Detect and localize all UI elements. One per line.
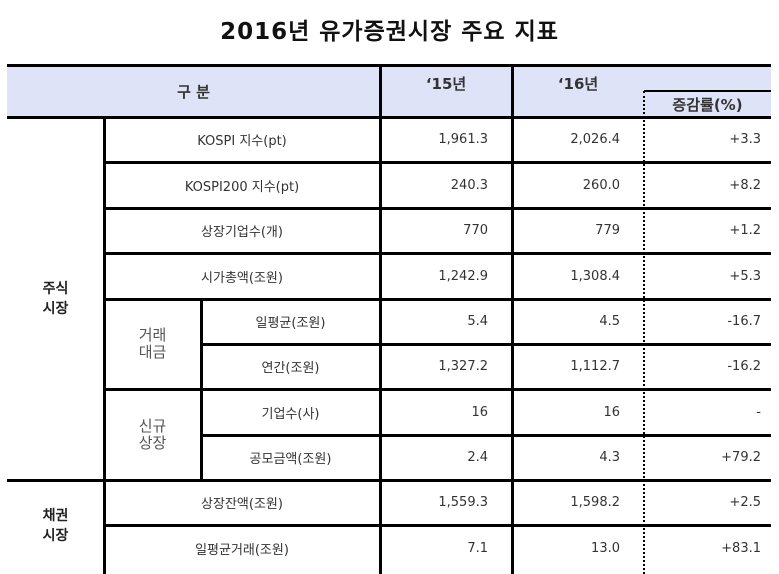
page-title: 2016년 유가증권시장 주요 지표 [220,19,559,45]
group-label: 주식 [42,280,69,297]
value-2015: 2.4 [467,450,488,465]
row-divider [104,388,771,391]
header-change: 증감률(%) [672,95,743,114]
row-label: 상장잔액(조원) [201,497,283,512]
row-label: 일평균(조원) [255,316,326,331]
group-label: 시장 [42,300,69,317]
change-header-border [644,90,771,92]
row-label: 시가총액(조원) [201,270,283,286]
header-2015: ‘15년 [425,74,467,93]
value-change: +5.3 [729,268,761,284]
subgroup-trading-value: 거래 대금 [104,299,201,389]
col-divider [511,65,514,574]
subgroup-label: 신규 [138,416,167,435]
subgroup-label: 상장 [138,433,167,452]
value-change: -16.2 [727,359,761,374]
row-divider [104,207,771,210]
value-2016: 779 [595,223,620,238]
value-2015: 7.1 [467,540,488,556]
group-stock-market: 주식 시장 [7,117,104,480]
col-divider [103,117,106,574]
value-2016: 1,598.2 [570,495,620,510]
value-change: +2.5 [729,495,761,510]
col-divider-dotted [643,91,645,574]
subgroup-new-listing: 신규 상장 [104,389,201,480]
value-2015: 16 [471,404,488,420]
subgroup-label: 거래 [138,326,167,344]
col-divider [379,65,382,574]
row-label: 일평균거래(조원) [195,542,289,558]
group-label: 채권 [42,507,69,524]
table-top-border [7,64,771,67]
value-2016: 4.5 [599,314,620,329]
value-change: +83.1 [721,540,761,556]
value-2015: 5.4 [467,314,488,329]
row-divider [201,343,771,346]
col-divider [200,299,203,480]
value-change: +8.2 [729,177,761,193]
row-divider [104,252,771,255]
value-2016: 1,112.7 [570,359,620,374]
value-2016: 4.3 [599,450,620,465]
row-divider [201,434,771,437]
value-change: -16.7 [727,314,761,329]
value-2016: 2,026.4 [570,132,620,147]
header-category: 구 분 [177,82,210,101]
value-2016: 13.0 [591,540,620,556]
row-label: 상장기업수(개) [201,225,283,240]
section-divider [7,479,771,482]
row-label: 연간(조원) [261,361,320,376]
value-2015: 1,961.3 [438,132,488,147]
group-label: 시장 [42,527,69,544]
value-2016: 260.0 [582,177,620,193]
value-2016: 16 [603,404,620,420]
value-2015: 1,327.2 [438,359,488,374]
value-2015: 1,242.9 [438,268,488,284]
value-2015: 770 [463,223,488,238]
group-bond-market: 채권 시장 [7,480,104,571]
row-label: KOSPI 지수(pt) [197,134,287,149]
header-bottom-border [7,116,771,119]
subgroup-label: 대금 [138,343,167,361]
header-2016: ‘16년 [557,74,599,93]
row-divider [104,161,771,164]
value-change: +79.2 [721,450,761,465]
value-2015: 1,559.3 [438,495,488,510]
value-2015: 240.3 [450,177,488,193]
value-change: +1.2 [729,223,761,238]
value-2016: 1,308.4 [570,268,620,284]
value-change: +3.3 [729,132,761,147]
row-label: KOSPI200 지수(pt) [184,179,300,195]
value-change: - [756,404,761,420]
row-divider [104,298,771,301]
row-label: 기업수(사) [261,406,320,422]
row-label: 공모금액(조원) [249,452,332,467]
row-divider [104,524,771,527]
